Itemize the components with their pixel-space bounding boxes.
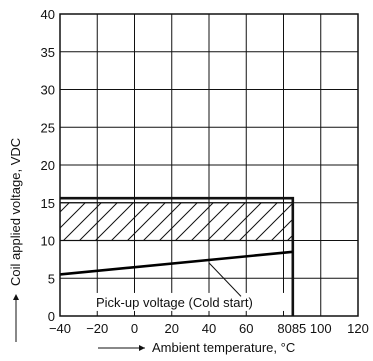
annotation-leader-line (208, 262, 242, 297)
hatched-region (60, 202, 294, 242)
y-tick-label: 0 (48, 309, 55, 324)
y-tick-label: 35 (41, 45, 55, 60)
x-tick-label: 85 (292, 321, 306, 336)
y-tick-label: 20 (41, 158, 55, 173)
annotations: Pick-up voltage (Cold start) (90, 262, 290, 311)
y-tick-label: 30 (41, 83, 55, 98)
y-tick-label: 10 (41, 234, 55, 249)
x-axis-arrowhead (139, 345, 145, 351)
plot-frame (59, 13, 359, 317)
y-axis-label: Coil applied voltage, VDC (8, 138, 23, 286)
y-tick-labels: 0 5 10 15 20 25 30 35 40 (41, 7, 55, 324)
operating-limit-boundary (60, 196, 295, 316)
y-tick-label: 40 (41, 7, 55, 22)
x-tick-label: 60 (239, 321, 253, 336)
y-tick-label: 5 (48, 271, 55, 286)
x-tick-label: 0 (131, 321, 138, 336)
y-axis-arrowhead (13, 294, 19, 300)
x-tick-label: 100 (310, 321, 332, 336)
x-tick-label: 120 (347, 321, 369, 336)
annotation-label: Pick-up voltage (Cold start) (96, 295, 253, 310)
x-axis-label: Ambient temperature, °C (152, 340, 295, 355)
y-tick-label: 25 (41, 120, 55, 135)
x-tick-label: 20 (165, 321, 179, 336)
grid-lines (60, 14, 358, 316)
x-tick-labels: −40 −20 0 20 40 60 80 85 100 120 (49, 321, 369, 336)
x-tick-label: 40 (202, 321, 216, 336)
data-series (59, 250, 293, 276)
x-tick-label: −40 (49, 321, 71, 336)
x-tick-label: 80 (277, 321, 291, 336)
annotation-background (90, 292, 290, 311)
pickup-voltage-line (59, 250, 293, 276)
operating-regions (60, 196, 295, 316)
y-tick-label: 15 (41, 196, 55, 211)
x-tick-label: −20 (86, 321, 108, 336)
